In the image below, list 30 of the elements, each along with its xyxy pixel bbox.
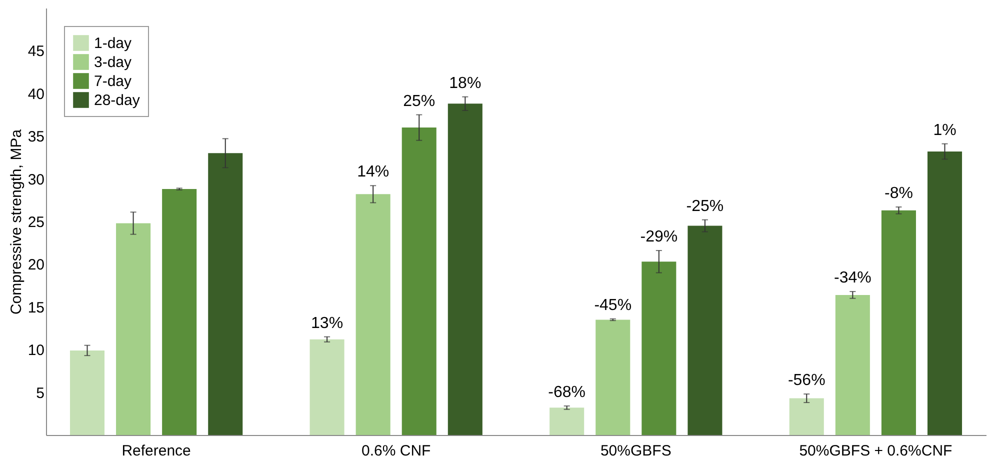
annotation: 14% xyxy=(357,164,390,181)
y-tick-label: 45 xyxy=(28,43,44,60)
y-tick-label: 30 xyxy=(28,171,44,188)
x-tick-label: 50%GBFS + 0.6%CNF xyxy=(799,442,952,460)
annotation: -29% xyxy=(640,228,678,246)
x-tick-label: 50%GBFS xyxy=(600,442,672,460)
annotation: 13% xyxy=(311,314,344,332)
y-tick-label: 40 xyxy=(28,86,44,103)
y-tick-label: 35 xyxy=(28,128,44,146)
annotation: -8% xyxy=(884,184,913,202)
annotation: -68% xyxy=(548,384,586,401)
y-tick-label: 25 xyxy=(28,214,44,231)
annotation: 25% xyxy=(403,92,436,110)
legend-label: 3-day xyxy=(94,54,132,71)
annotation: -34% xyxy=(834,270,872,287)
y-tick-label: 10 xyxy=(28,342,44,360)
legend-label: 1-day xyxy=(94,35,132,52)
y-tick-label: 20 xyxy=(28,256,44,274)
legend-label: 7-day xyxy=(94,73,132,90)
x-tick-label: Reference xyxy=(122,442,191,460)
y-tick-label: 15 xyxy=(28,299,44,316)
y-tick-label: 5 xyxy=(36,384,44,402)
annotation: -45% xyxy=(594,296,632,314)
x-tick-label: 0.6% CNF xyxy=(362,442,431,460)
annotation: -25% xyxy=(686,198,724,215)
y-axis-title: Compressive strength, MPa xyxy=(8,128,25,315)
annotation: -56% xyxy=(788,372,826,390)
annotation: 1% xyxy=(933,122,956,139)
annotation: 18% xyxy=(449,74,482,92)
legend-label: 28-day xyxy=(94,92,140,109)
